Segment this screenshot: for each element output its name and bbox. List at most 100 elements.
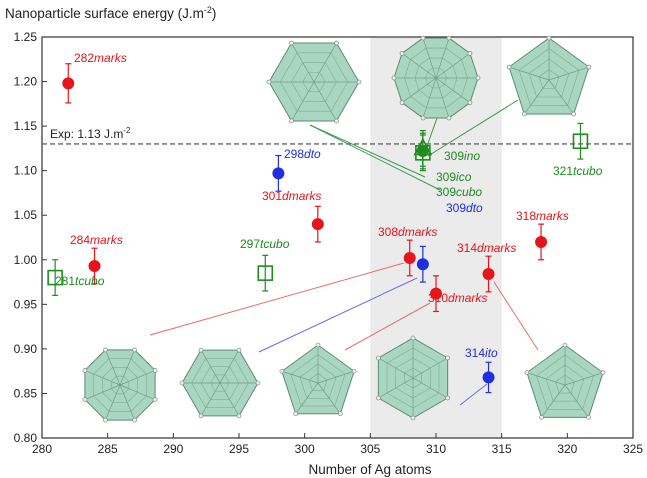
connector-line <box>309 124 426 178</box>
particle-vertex-atom <box>467 100 473 105</box>
particle-ino <box>506 35 592 117</box>
particle-vertex-atom <box>467 51 473 56</box>
point-marker-circle <box>311 218 324 231</box>
point-label-number: 298 <box>284 147 304 161</box>
x-tick-label: 320 <box>557 442 577 456</box>
particle-vertex-atom <box>445 355 450 361</box>
point-marker-circle <box>535 235 548 248</box>
particle-vertex-atom <box>546 35 552 41</box>
x-tick-label: 285 <box>98 442 118 456</box>
point-label: 310dmarks <box>428 291 487 305</box>
point-marker-circle <box>416 145 429 158</box>
particle-vertex-atom <box>586 64 592 70</box>
x-tick-label: 305 <box>360 442 380 456</box>
y-tick-label: 1.10 <box>14 164 38 178</box>
particle-marks-2 <box>524 342 606 420</box>
particle-facet-ring <box>191 358 249 408</box>
particle-vertex-atom <box>391 75 397 81</box>
x-axis-label: Number of Ag atoms <box>308 462 431 477</box>
point-label-number: 284 <box>70 233 90 247</box>
particle-dmarks-1 <box>279 342 357 417</box>
particle-vertex-atom <box>356 79 362 85</box>
point-label: 309ino <box>444 149 480 163</box>
particle-facet-ring <box>290 354 346 407</box>
x-tick-label: 290 <box>163 442 183 456</box>
particle-vertex-atom <box>586 415 591 420</box>
point-label: 321tcubo <box>553 164 603 178</box>
point-label-number: 321 <box>553 164 573 178</box>
point-label-structure: dto <box>466 201 483 215</box>
particle-vertex-atom <box>103 417 108 423</box>
point-marker-square <box>572 133 589 150</box>
particle-facet-ring <box>414 57 458 99</box>
point-label-structure: marks <box>94 51 127 65</box>
point-marker-circle <box>482 371 495 384</box>
point-labels: 282marks284marks281tcubo297tcubo298dto30… <box>55 51 603 360</box>
point-label: 281tcubo <box>55 274 105 288</box>
point-label: 282marks <box>74 51 127 65</box>
point-label: 309ico <box>436 170 472 184</box>
particle-facet-ring <box>102 367 138 403</box>
particle-facet-ring <box>386 347 440 409</box>
particle-dmarks-2 <box>376 335 450 421</box>
point-label-structure: ico <box>456 170 472 184</box>
particle-vertex-atom <box>475 75 481 81</box>
y-tick-label: 1.20 <box>14 75 38 89</box>
connector-line <box>258 277 418 353</box>
particle-vertex-atom <box>376 355 381 361</box>
reference-line-label: Exp: 1.13 J.m-2 <box>50 126 131 141</box>
point-label: 314dmarks <box>457 241 516 255</box>
particle-facet-ring <box>291 62 337 102</box>
particle-facet-ring <box>528 58 570 98</box>
point-label-number: 318 <box>516 209 536 223</box>
particle-vertex-atom <box>198 347 204 353</box>
nanoparticle-illustrations <box>82 35 606 423</box>
particle-facet-ring <box>110 375 130 395</box>
y-tick-label: 0.90 <box>14 342 38 356</box>
point-label: 284marks <box>70 233 123 247</box>
particle-vertex-atom <box>289 40 294 46</box>
particle-dto <box>179 347 261 419</box>
point-label-number: 309 <box>444 149 464 163</box>
particle-vertex-atom <box>399 100 405 105</box>
point-marker-circle <box>482 268 495 281</box>
particle-ico <box>391 35 481 121</box>
connector-line <box>459 383 488 406</box>
particle-facet-ring <box>308 373 328 391</box>
point-label-structure: marks <box>90 233 123 247</box>
particle-vertex-atom <box>338 411 343 417</box>
particle-facet-ring <box>555 374 575 394</box>
plot-frame <box>41 36 634 439</box>
x-tick-label: 295 <box>229 442 249 456</box>
structure-connector-lines <box>149 99 539 406</box>
particle-vertex-atom <box>179 380 185 386</box>
point-label-number: 297 <box>240 237 260 251</box>
particle-vertex-atom <box>289 118 294 124</box>
particle-facet-ring <box>279 52 349 112</box>
particle-vertex-atom <box>334 118 339 124</box>
particle-facet-ring <box>425 67 447 89</box>
x-tick-label: 315 <box>492 442 512 456</box>
particle-vertex-atom <box>410 335 416 341</box>
particle-marks-1 <box>82 347 158 423</box>
point-label-number: 314 <box>457 241 477 255</box>
y-tick-label: 0.80 <box>14 431 38 445</box>
point-label-number: 314 <box>465 346 485 360</box>
y-tick-label: 1.15 <box>14 119 38 133</box>
particle-vertex-atom <box>82 397 88 402</box>
x-tick-label: 325 <box>623 442 643 456</box>
particle-facet-ring <box>518 48 580 106</box>
point-label-structure: dto <box>304 147 321 161</box>
particle-vertex-atom <box>571 111 576 117</box>
point-label: 298dto <box>284 147 321 161</box>
point-label: 308dmarks <box>378 225 437 239</box>
particle-facet-ring <box>395 357 431 399</box>
particle-vertex-atom <box>445 395 450 401</box>
particle-vertex-atom <box>152 368 158 373</box>
point-label-structure: dmarks <box>282 189 321 203</box>
particle-facet-ring <box>302 71 326 93</box>
particle-facet-ring <box>404 367 422 389</box>
particle-facet-ring <box>545 364 585 402</box>
particle-vertex-atom <box>266 79 272 85</box>
